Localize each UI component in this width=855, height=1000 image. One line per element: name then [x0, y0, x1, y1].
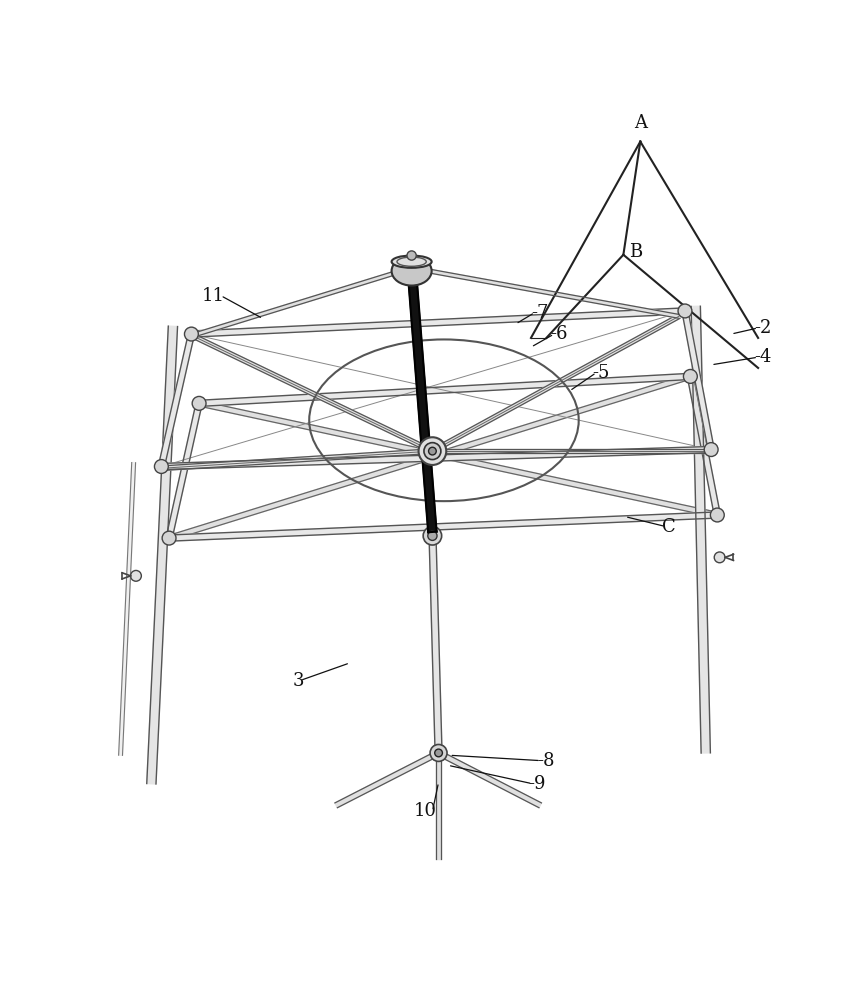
Polygon shape — [168, 374, 691, 541]
Polygon shape — [407, 268, 437, 532]
Polygon shape — [199, 373, 691, 406]
Circle shape — [192, 396, 206, 410]
Circle shape — [419, 437, 446, 465]
Text: A: A — [634, 114, 647, 132]
Circle shape — [705, 443, 718, 456]
Polygon shape — [682, 310, 714, 450]
Polygon shape — [411, 266, 679, 318]
Circle shape — [428, 531, 437, 540]
Polygon shape — [158, 333, 194, 467]
Circle shape — [155, 460, 168, 473]
Polygon shape — [165, 449, 433, 470]
Circle shape — [434, 749, 442, 757]
Circle shape — [428, 447, 436, 455]
Circle shape — [185, 327, 198, 341]
Text: -5: -5 — [593, 364, 610, 382]
Text: -8: -8 — [537, 752, 555, 770]
Ellipse shape — [392, 256, 432, 286]
Circle shape — [430, 744, 447, 761]
Circle shape — [714, 552, 725, 563]
Ellipse shape — [392, 256, 432, 268]
Text: -2: -2 — [754, 319, 772, 337]
Text: 10: 10 — [413, 802, 436, 820]
Polygon shape — [436, 753, 441, 859]
Polygon shape — [162, 446, 711, 470]
Polygon shape — [691, 306, 711, 753]
Text: -9: -9 — [528, 775, 546, 793]
Polygon shape — [431, 314, 680, 453]
Polygon shape — [119, 463, 136, 755]
Polygon shape — [147, 326, 178, 784]
Circle shape — [407, 251, 416, 260]
Text: -7: -7 — [531, 304, 548, 322]
Text: 11: 11 — [202, 287, 225, 305]
Polygon shape — [687, 376, 720, 516]
Polygon shape — [166, 403, 202, 539]
Polygon shape — [198, 401, 718, 518]
Circle shape — [683, 369, 698, 383]
Polygon shape — [438, 751, 541, 808]
Polygon shape — [429, 532, 442, 753]
Text: -6: -6 — [551, 325, 568, 343]
Polygon shape — [192, 308, 685, 337]
Polygon shape — [335, 751, 439, 808]
Polygon shape — [192, 334, 433, 453]
Circle shape — [424, 443, 441, 460]
Circle shape — [162, 531, 176, 545]
Text: -4: -4 — [754, 348, 772, 366]
Polygon shape — [169, 512, 717, 541]
Polygon shape — [192, 266, 412, 337]
Circle shape — [131, 570, 141, 581]
Text: 3: 3 — [292, 672, 304, 690]
Circle shape — [423, 527, 442, 545]
Text: B: B — [628, 243, 642, 261]
Circle shape — [678, 304, 692, 318]
Polygon shape — [433, 449, 705, 453]
Circle shape — [711, 508, 724, 522]
Text: C: C — [662, 518, 675, 536]
